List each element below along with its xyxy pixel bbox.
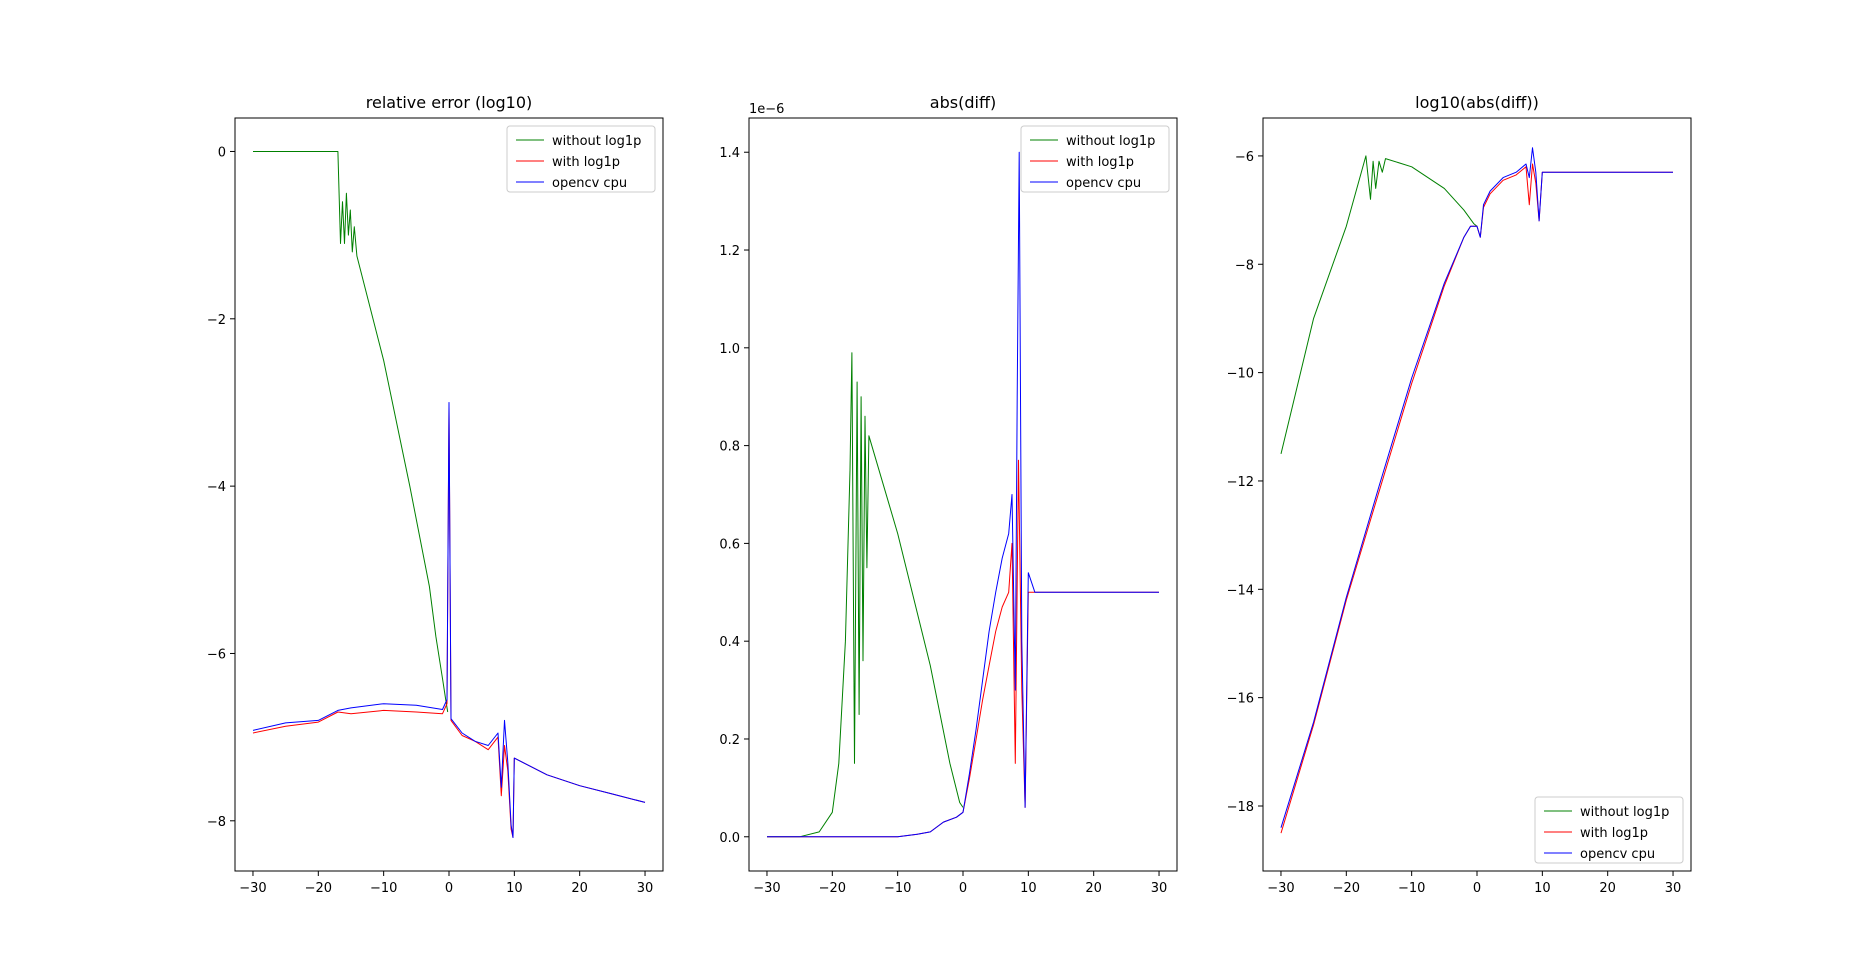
legend-entry: without log1p	[1580, 805, 1669, 820]
y-tick-label: 0.0	[719, 831, 740, 846]
x-tick-label: −20	[1333, 881, 1360, 896]
x-tick-label: 0	[959, 881, 967, 896]
y-tick-label: −4	[207, 480, 226, 495]
series-line-without-log1p	[253, 151, 449, 713]
y-tick-label: −6	[1235, 150, 1254, 165]
y-offset-label: 1e−6	[749, 102, 784, 117]
x-tick-label: 30	[1665, 881, 1682, 896]
x-tick-label: −30	[753, 881, 780, 896]
chart-panel-1: −30 −20 −10 0 10 20 30 0 −2 −4 −6 −8 relative error …	[207, 93, 664, 896]
y-tick-label: −2	[207, 313, 226, 328]
x-tick-label: 0	[1473, 881, 1481, 896]
y-tick-label: −6	[207, 647, 226, 662]
y-tick-label: 1.0	[719, 342, 740, 357]
y-tick-label: −14	[1227, 583, 1254, 598]
y-tick-label: −10	[1227, 367, 1254, 382]
y-tick-label: −12	[1227, 475, 1254, 490]
axes-frame	[1262, 117, 1692, 872]
y-tick-label: 0.8	[719, 440, 740, 455]
legend: without log1p with log1p opencv cpu	[1020, 125, 1170, 193]
series-line-opencv-cpu	[252, 402, 646, 838]
x-tick-label: −10	[1398, 881, 1425, 896]
legend-box	[1020, 125, 1170, 193]
chart-title: relative error (log10)	[366, 93, 533, 112]
y-tick-label: −8	[207, 815, 226, 830]
y-tick-label: 1.4	[719, 146, 740, 161]
x-tick-label: 30	[1151, 881, 1168, 896]
legend: without log1p with log1p opencv cpu	[1534, 796, 1684, 864]
y-tick-label: 0	[218, 145, 226, 160]
x-tick-label: −30	[239, 881, 266, 896]
legend-entry: opencv cpu	[552, 176, 627, 191]
legend-entry: with log1p	[552, 155, 620, 170]
y-tick-label: −8	[1235, 258, 1254, 273]
x-tick-label: 10	[1534, 881, 1551, 896]
x-tick-label: 20	[1085, 881, 1102, 896]
chart-panel-3: −30 −20 −10 0 10 20 30 −6 −8 −10 −12 −14 −16 −18 log10…	[1227, 93, 1692, 896]
x-tick-label: −30	[1267, 881, 1294, 896]
x-tick-label: −20	[819, 881, 846, 896]
series-line-with-log1p	[1280, 163, 1673, 834]
x-tick-label: 30	[637, 881, 654, 896]
chart-title: abs(diff)	[930, 93, 996, 112]
y-tick-label: 0.2	[719, 733, 740, 748]
legend-entry: opencv cpu	[1066, 176, 1141, 191]
axes-frame	[234, 117, 664, 872]
y-tick-label: 1.2	[719, 244, 740, 259]
legend: without log1p with log1p opencv cpu	[506, 125, 656, 193]
chart-title: log10(abs(diff))	[1415, 93, 1539, 112]
x-tick-label: −20	[305, 881, 332, 896]
x-tick-label: 20	[571, 881, 588, 896]
series-line-without-log1p	[1280, 155, 1478, 455]
chart-panel-2: −30 −20 −10 0 10 20 30 0.0 0.2 0.4 0.6 0.8 1.0 1.2 1.4…	[719, 93, 1178, 896]
series-line-with-log1p	[767, 459, 1159, 838]
series-line-without-log1p	[767, 352, 964, 838]
legend-entry: with log1p	[1066, 155, 1134, 170]
x-tick-label: −10	[370, 881, 397, 896]
y-tick-label: −16	[1227, 692, 1254, 707]
legend-box	[1534, 796, 1684, 864]
legend-box	[506, 125, 656, 193]
legend-entry: opencv cpu	[1580, 847, 1655, 862]
y-tick-label: −18	[1227, 800, 1254, 815]
series-line-opencv-cpu	[767, 151, 1159, 838]
x-tick-label: 0	[445, 881, 453, 896]
y-tick-label: 0.6	[719, 537, 740, 552]
x-tick-label: 10	[506, 881, 523, 896]
legend-entry: without log1p	[552, 134, 641, 149]
axes-frame	[748, 117, 1178, 872]
x-tick-label: 20	[1599, 881, 1616, 896]
legend-entry: with log1p	[1580, 826, 1648, 841]
x-tick-label: −10	[884, 881, 911, 896]
legend-entry: without log1p	[1066, 134, 1155, 149]
series-line-opencv-cpu	[1280, 147, 1673, 828]
x-tick-label: 10	[1020, 881, 1037, 896]
y-tick-label: 0.4	[719, 635, 740, 650]
